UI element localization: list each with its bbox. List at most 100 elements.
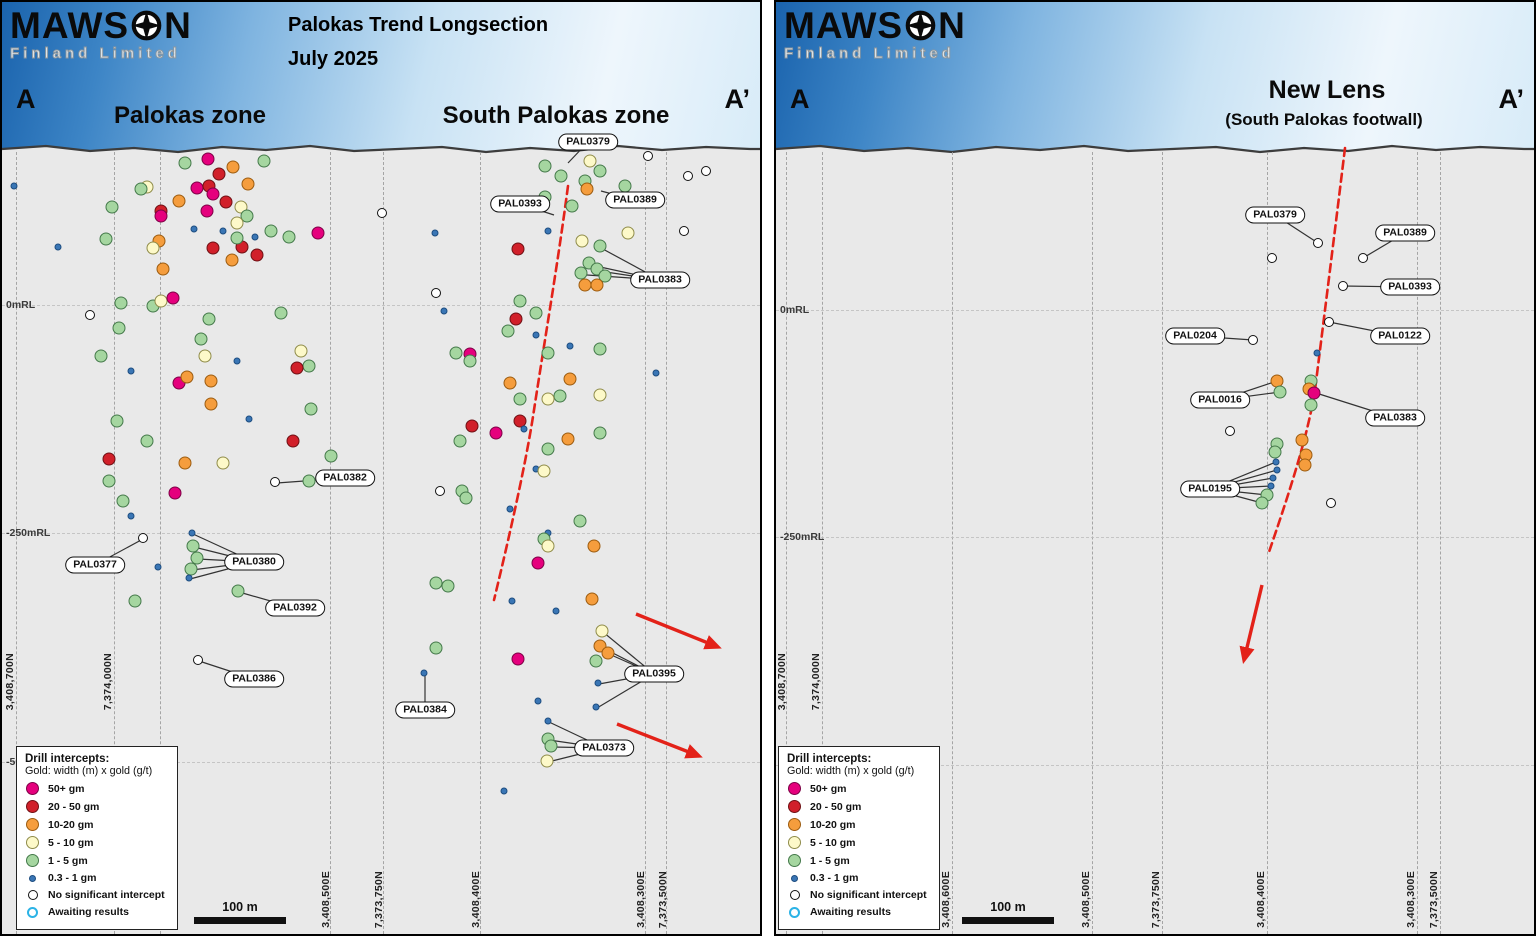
gridline-vertical bbox=[1417, 152, 1418, 934]
intercept-point-g bbox=[553, 389, 567, 403]
legend-item-label: No significant intercept bbox=[48, 889, 165, 901]
gridline-vertical bbox=[16, 152, 17, 934]
coordinate-label: 3,408,300E bbox=[1405, 871, 1417, 928]
legend-item-label: 20 - 50 gm bbox=[48, 800, 100, 813]
intercept-point-b bbox=[534, 697, 542, 705]
scale-bar-rect bbox=[194, 917, 286, 924]
drillhole-label: PAL0386 bbox=[224, 670, 284, 688]
legend-item-label: 50+ gm bbox=[810, 782, 847, 795]
gridline-horizontal bbox=[776, 765, 1534, 766]
coordinate-label: 7,373,750N bbox=[373, 870, 385, 928]
coordinate-label: 7,373,500N bbox=[1428, 870, 1440, 928]
figure-title-line2: July 2025 bbox=[288, 48, 379, 70]
intercept-point-w bbox=[270, 477, 280, 487]
surface-line bbox=[776, 144, 1534, 154]
intercept-point-y bbox=[537, 464, 551, 478]
logo-text-post: N bbox=[938, 5, 966, 46]
intercept-point-g bbox=[593, 426, 607, 440]
legend-swatch-g bbox=[787, 854, 802, 867]
intercept-point-o bbox=[172, 194, 186, 208]
legend-item-label: No significant intercept bbox=[810, 889, 927, 901]
intercept-point-w bbox=[1338, 281, 1348, 291]
intercept-point-m bbox=[201, 152, 215, 166]
drillhole-label: PAL0379 bbox=[558, 133, 618, 151]
intercept-point-o bbox=[587, 539, 601, 553]
coordinate-label: 3,408,500E bbox=[1080, 871, 1092, 928]
intercept-point-g bbox=[112, 321, 126, 335]
intercept-point-g bbox=[1273, 385, 1287, 399]
coordinate-label: 3,408,600E bbox=[940, 871, 952, 928]
intercept-point-g bbox=[1268, 445, 1282, 459]
intercept-swatch-icon bbox=[788, 836, 801, 849]
gridline-vertical bbox=[822, 152, 823, 934]
legend-item: 0.3 - 1 gm bbox=[25, 872, 169, 884]
coordinate-label: 7,373,750N bbox=[1150, 870, 1162, 928]
intercept-point-b bbox=[592, 703, 600, 711]
drillhole-label: PAL0393 bbox=[490, 195, 550, 213]
intercept-point-b bbox=[233, 357, 241, 365]
panel-new-lens: PAL0379 PAL0389 PAL0393 PAL0204 PAL0122 PAL00… bbox=[774, 0, 1536, 936]
coordinate-label: 7,374,000N bbox=[810, 652, 822, 710]
intercept-point-m bbox=[166, 291, 180, 305]
intercept-point-g bbox=[544, 739, 558, 753]
logo-text-pre: MAWS bbox=[784, 5, 904, 46]
legend-title: Drill intercepts: bbox=[25, 753, 110, 765]
intercept-point-m bbox=[154, 209, 168, 223]
gridline-horizontal bbox=[776, 310, 1534, 311]
legend-title: Drill intercepts: bbox=[787, 753, 872, 765]
legend-box: Drill intercepts: Gold: width (m) x gold … bbox=[778, 746, 940, 930]
intercept-point-g bbox=[194, 332, 208, 346]
intercept-point-g bbox=[598, 269, 612, 283]
legend-swatch-r bbox=[787, 800, 802, 813]
section-marker-a-prime: A’ bbox=[1498, 84, 1524, 114]
intercept-point-g bbox=[102, 474, 116, 488]
intercept-point-g bbox=[449, 346, 463, 360]
zone-title: Palokas zone bbox=[113, 102, 267, 129]
intercept-point-b bbox=[506, 505, 514, 513]
drillhole-label: PAL0122 bbox=[1370, 327, 1430, 345]
intercept-point-w bbox=[431, 288, 441, 298]
intercept-point-g bbox=[513, 392, 527, 406]
intercept-swatch-icon bbox=[788, 854, 801, 867]
legend-swatch-b bbox=[787, 874, 802, 882]
legend-item: 10-20 gm bbox=[25, 818, 169, 831]
intercept-point-r bbox=[250, 248, 264, 262]
intercept-point-o bbox=[226, 160, 240, 174]
gridline-vertical bbox=[1267, 152, 1268, 934]
legend-swatch-w bbox=[25, 890, 40, 900]
logo-text-post: N bbox=[164, 5, 192, 46]
intercept-point-r bbox=[513, 414, 527, 428]
intercept-swatch-icon bbox=[27, 890, 38, 900]
gridline-vertical bbox=[383, 152, 384, 934]
intercept-swatch-icon bbox=[789, 906, 800, 918]
logo-subtitle: Finland Limited bbox=[784, 45, 955, 63]
intercept-point-b bbox=[566, 342, 574, 350]
panel-palokas-trend: PAL0379 PAL0393 PAL0389 PAL0383 PAL0382 PAL03… bbox=[0, 0, 762, 936]
legend-item-label: Awaiting results bbox=[810, 906, 891, 918]
legend-swatch-m bbox=[787, 782, 802, 795]
legend-item-label: 50+ gm bbox=[48, 782, 85, 795]
intercept-point-o bbox=[180, 370, 194, 384]
intercept-point-o bbox=[590, 278, 604, 292]
legend-swatch-o bbox=[25, 818, 40, 831]
coordinate-label: 3,408,400E bbox=[1255, 871, 1267, 928]
coordinate-label: 7,373,500N bbox=[657, 870, 669, 928]
intercept-point-o bbox=[204, 374, 218, 388]
intercept-point-o bbox=[585, 592, 599, 606]
gridline-horizontal bbox=[2, 305, 760, 306]
intercept-point-b bbox=[544, 227, 552, 235]
intercept-point-y bbox=[146, 241, 160, 255]
intercept-point-w bbox=[377, 208, 387, 218]
plunge-arrow bbox=[635, 612, 722, 650]
scale-label: 100 m bbox=[222, 900, 258, 914]
mawson-logo: MAWS N Finland Limited bbox=[10, 7, 192, 62]
intercept-point-g bbox=[554, 169, 568, 183]
legend-item: 1 - 5 gm bbox=[787, 854, 931, 867]
intercept-point-y bbox=[595, 624, 609, 638]
intercept-point-b bbox=[431, 229, 439, 237]
gridline-vertical bbox=[330, 152, 331, 934]
surface-line bbox=[2, 144, 760, 154]
intercept-point-g bbox=[541, 346, 555, 360]
legend-swatch-c bbox=[25, 906, 40, 918]
